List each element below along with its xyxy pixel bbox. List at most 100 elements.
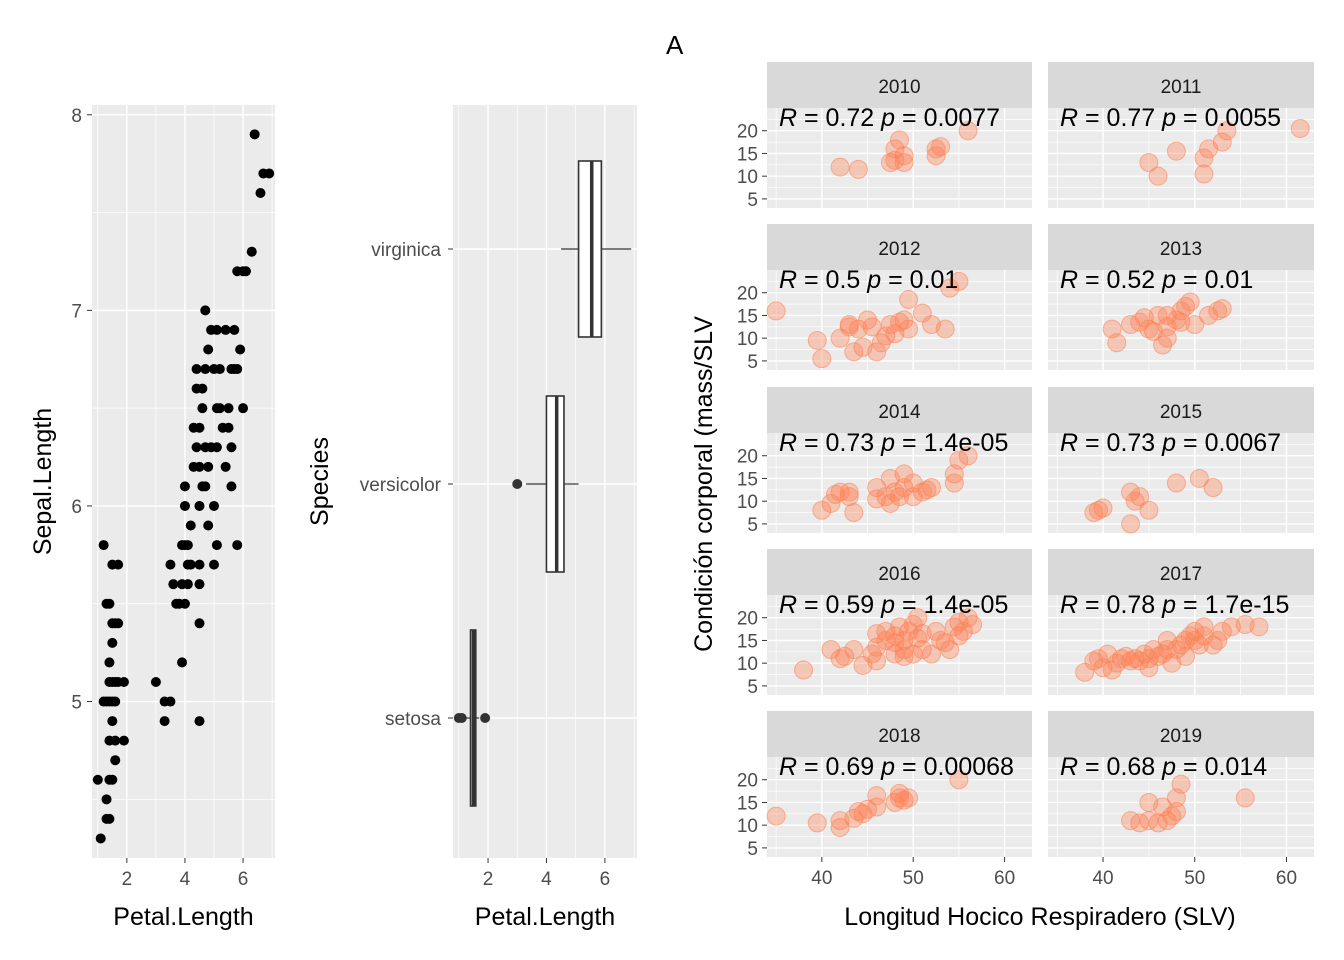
facet-strip: [767, 549, 1032, 595]
facet-strip: [767, 224, 1032, 270]
data-point: [1212, 132, 1232, 152]
data-point: [194, 618, 205, 629]
data-point: [931, 137, 951, 157]
y-axis-label: Species: [306, 437, 334, 526]
data-point: [211, 442, 222, 453]
data-point: [249, 129, 260, 140]
data-point: [214, 364, 225, 375]
correlation-annotation: R = 0.69 p = 0.00068: [779, 753, 1014, 781]
facet-strip-label: 2012: [878, 239, 920, 260]
figure-title: A: [666, 30, 684, 60]
data-point: [165, 559, 176, 570]
data-point: [1139, 500, 1159, 520]
panel-background: [1048, 108, 1314, 208]
correlation-annotation: R = 0.72 p = 0.0077: [779, 104, 1000, 132]
data-point: [807, 813, 827, 833]
data-point: [191, 442, 202, 453]
data-point: [107, 637, 118, 648]
data-point: [165, 696, 176, 707]
data-point: [794, 660, 814, 680]
data-point: [830, 157, 850, 177]
stat-value: = 0.01: [1176, 266, 1253, 294]
data-point: [1208, 630, 1228, 650]
data-point: [1189, 468, 1209, 488]
data-point: [807, 330, 827, 350]
category-label: versicolor: [360, 475, 442, 496]
data-point: [830, 817, 850, 837]
stat-value: = 1.7e-15: [1176, 591, 1289, 619]
panel-background: [767, 595, 1032, 695]
facet-2017: 2017 R = 0.78 p = 1.7e-15: [1048, 549, 1314, 695]
data-point: [1194, 617, 1214, 637]
y-tick-label: 20: [737, 284, 758, 305]
data-point: [958, 446, 978, 466]
data-point: [182, 540, 193, 551]
y-tick-label: 15: [737, 469, 758, 490]
data-point: [1235, 615, 1255, 635]
data-point: [104, 598, 115, 609]
data-point: [92, 774, 103, 785]
y-tick-label: 15: [737, 144, 758, 165]
category-label: setosa: [385, 709, 441, 730]
data-point: [200, 305, 211, 316]
stat-value: = 0.0077: [895, 104, 1000, 132]
facet-strip-label: 2013: [1160, 239, 1202, 260]
y-tick-label: 15: [737, 306, 758, 327]
x-tick-label: 40: [811, 868, 832, 889]
box-setosa: [453, 629, 491, 807]
y-tick-label: 20: [737, 609, 758, 630]
stat-symbol: p: [1161, 753, 1176, 781]
data-point: [98, 540, 109, 551]
facet-strip-label: 2017: [1160, 564, 1202, 585]
stat-symbol: R: [779, 104, 797, 132]
data-point: [867, 786, 887, 806]
data-point: [1121, 514, 1141, 534]
data-point: [179, 598, 190, 609]
data-point: [1171, 774, 1191, 794]
data-point: [1249, 617, 1269, 637]
correlation-annotation: R = 0.73 p = 0.0067: [1060, 429, 1281, 457]
data-point: [949, 450, 969, 470]
data-point: [232, 540, 243, 551]
correlation-annotation: R = 0.68 p = 0.014: [1060, 753, 1267, 781]
data-point: [255, 188, 266, 199]
data-point: [890, 130, 909, 150]
data-point: [839, 482, 859, 502]
data-point: [203, 344, 214, 355]
data-point: [194, 559, 205, 570]
data-point: [1185, 315, 1205, 335]
stat-value: = 0.0067: [1176, 429, 1281, 457]
y-tick-label: 5: [747, 190, 758, 211]
data-point: [182, 579, 193, 590]
data-point: [921, 478, 941, 498]
data-point: [766, 301, 786, 321]
panel-background: [92, 105, 275, 858]
data-point: [194, 579, 205, 590]
stat-symbol: p: [880, 104, 895, 132]
data-point: [211, 540, 222, 551]
data-point: [844, 342, 864, 362]
data-point: [1203, 478, 1223, 498]
data-point: [200, 364, 211, 375]
facet-strip-label: 2016: [878, 564, 920, 585]
correlation-annotation: R = 0.78 p = 1.7e-15: [1060, 591, 1289, 619]
stat-value: = 0.73: [797, 429, 881, 457]
data-point: [1199, 139, 1219, 159]
x-tick-label: 4: [180, 869, 191, 890]
stat-symbol: R: [1060, 429, 1078, 457]
data-point: [238, 403, 249, 414]
data-point: [848, 159, 868, 179]
panel-background: [767, 433, 1032, 533]
data-point: [926, 146, 946, 166]
x-tick-label: 2: [122, 869, 133, 890]
data-point: [1166, 473, 1186, 493]
facet-strip: [1048, 549, 1314, 595]
y-axis-label: Condición corporal (mass/SLV: [690, 316, 718, 652]
x-tick-label: 2: [483, 869, 494, 890]
data-point: [963, 615, 983, 635]
y-tick-label: 20: [737, 771, 758, 792]
